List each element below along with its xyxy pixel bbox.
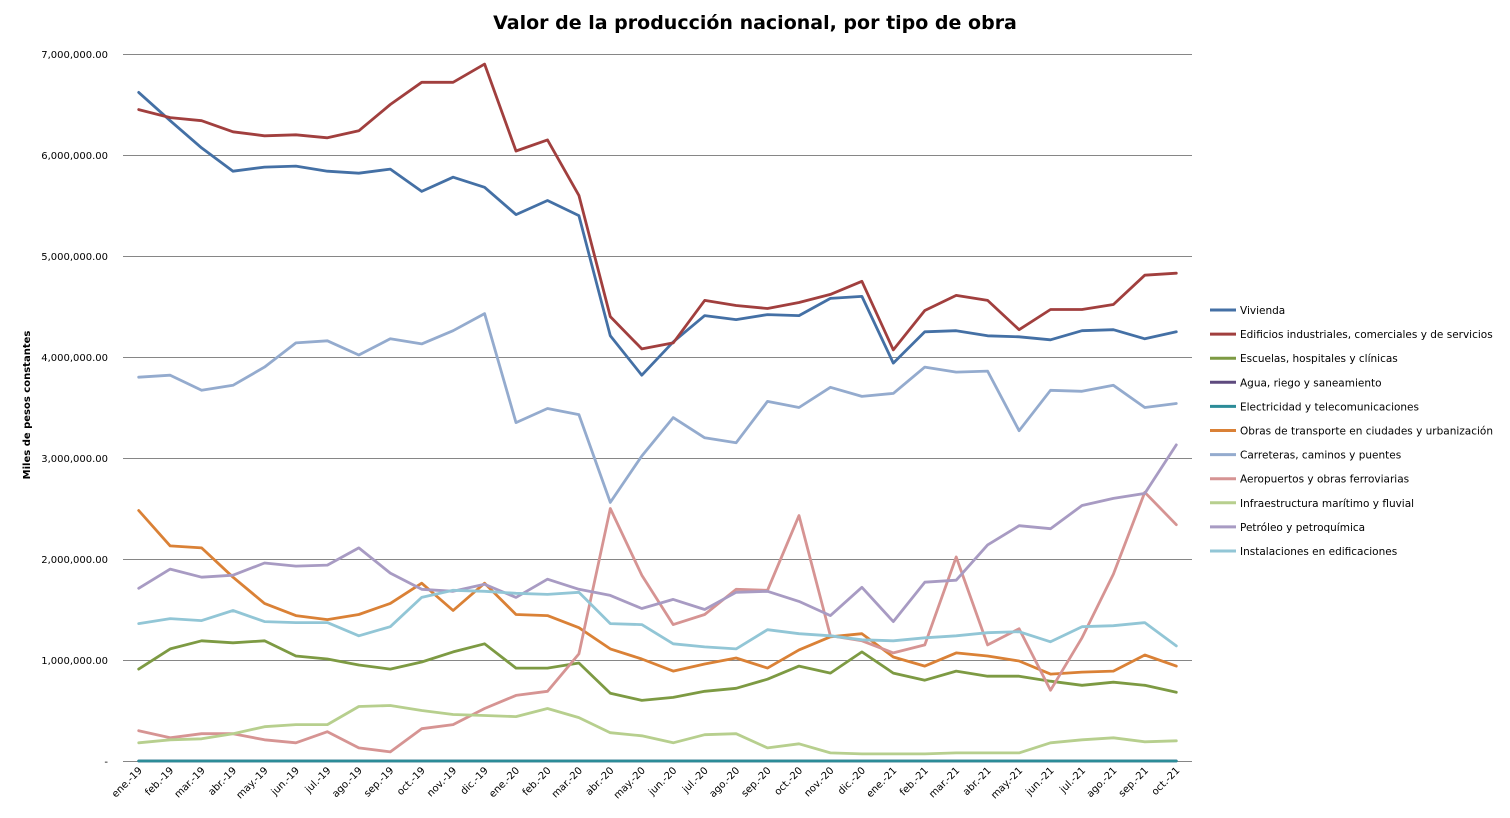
series-lines [137, 62, 1178, 763]
legend-label: Obras de transporte en ciudades y urbani… [1240, 426, 1493, 438]
x-tick-label: dic.-20 [836, 765, 868, 797]
legend-label: Escuelas, hospitales y clínicas [1240, 353, 1398, 365]
legend-label: Instalaciones en edificaciones [1240, 546, 1397, 558]
legend: Vivienda Edificios industriales, comercia… [1210, 305, 1493, 558]
x-tick-label: feb.-20 [521, 765, 554, 798]
series-line-edificios-industriales-comerciales-y-de-servicios [137, 62, 1178, 352]
legend-label: Infraestructura marítimo y fluvial [1240, 498, 1414, 510]
legend-label: Edificios industriales, comerciales y de… [1240, 329, 1493, 341]
x-tick-label: may.-19 [235, 765, 271, 801]
y-tick-label: 5,000,000.00 [41, 252, 108, 263]
series-line-aeropuertos-y-obras-ferroviarias [137, 490, 1178, 754]
x-tick-label: ene.-21 [865, 765, 900, 800]
legend-label: Aeropuertos y obras ferroviarias [1240, 474, 1409, 486]
x-tick-label: ene.-19 [110, 765, 145, 800]
series-line-obras-de-transporte-en-ciudades-y-urbanizaci-n [137, 509, 1178, 676]
x-tick-label: nov.-19 [425, 765, 459, 799]
x-tick-label: oct.-19 [395, 765, 428, 798]
y-tick-label: 7,000,000.00 [41, 50, 108, 61]
x-tick-label: nov.-20 [803, 765, 837, 799]
chart-title: Valor de la producción nacional, por tip… [493, 12, 1017, 34]
x-tick-label: mar.-21 [927, 765, 962, 800]
x-axis-ticks: ene.-19feb.-19mar.-19abr.-19may.-19jun.-… [110, 765, 1182, 801]
x-tick-label: oct.-20 [773, 765, 806, 798]
legend-label: Carreteras, caminos y puentes [1240, 450, 1401, 462]
series-line-instalaciones-en-edificaciones [137, 588, 1178, 651]
x-tick-label: jun.-20 [646, 765, 679, 798]
x-tick-label: ago.-19 [330, 765, 365, 800]
x-tick-label: may.-20 [612, 765, 648, 801]
x-tick-label: sep.-20 [740, 765, 774, 799]
series-line-petr-leo-y-petroqu-mica [137, 443, 1178, 623]
x-tick-label: mar.-19 [173, 765, 208, 800]
x-tick-label: dic.-19 [459, 765, 491, 797]
y-tick-label: 2,000,000.00 [41, 555, 108, 566]
x-tick-label: ene.-20 [487, 765, 522, 800]
series-line-carreteras-caminos-y-puentes [137, 312, 1178, 504]
x-tick-label: mar.-20 [550, 765, 585, 800]
y-axis-label: Miles de pesos constantes [22, 331, 33, 480]
series-line-vivienda [137, 91, 1178, 377]
x-tick-label: jul.-19 [303, 765, 334, 796]
y-axis-ticks: - 1,000,000.00 2,000,000.00 3,000,000.00 4,0… [41, 50, 108, 768]
x-tick-label: jul.-20 [680, 765, 711, 796]
x-tick-label: feb.-21 [898, 765, 931, 798]
x-tick-label: ago.-20 [708, 765, 743, 800]
x-tick-label: ago.-21 [1085, 765, 1120, 800]
legend-label: Electricidad y telecomunicaciones [1240, 401, 1419, 413]
x-tick-label: sep.-21 [1117, 765, 1151, 799]
x-tick-label: sep.-19 [362, 765, 396, 799]
x-tick-label: may.-21 [989, 765, 1025, 801]
x-tick-label: oct.-21 [1150, 765, 1183, 798]
legend-label: Vivienda [1240, 305, 1285, 317]
series-line-escuelas-hospitales-y-cl-nicas [137, 639, 1178, 702]
x-tick-label: feb.-19 [143, 765, 176, 798]
series-line-infraestructura-mar-timo-y-fluvial [137, 704, 1178, 756]
y-tick-label: 4,000,000.00 [41, 353, 108, 364]
y-tick-label: - [104, 757, 108, 768]
x-tick-label: jun.-19 [269, 765, 302, 798]
legend-label: Agua, riego y saneamiento [1240, 377, 1382, 389]
x-tick-label: jun.-21 [1023, 765, 1056, 798]
y-tick-label: 1,000,000.00 [41, 656, 108, 667]
y-tick-label: 6,000,000.00 [41, 151, 108, 162]
y-tick-label: 3,000,000.00 [41, 454, 108, 465]
x-tick-label: jul.-21 [1057, 765, 1088, 796]
legend-label: Petróleo y petroquímica [1240, 522, 1365, 534]
